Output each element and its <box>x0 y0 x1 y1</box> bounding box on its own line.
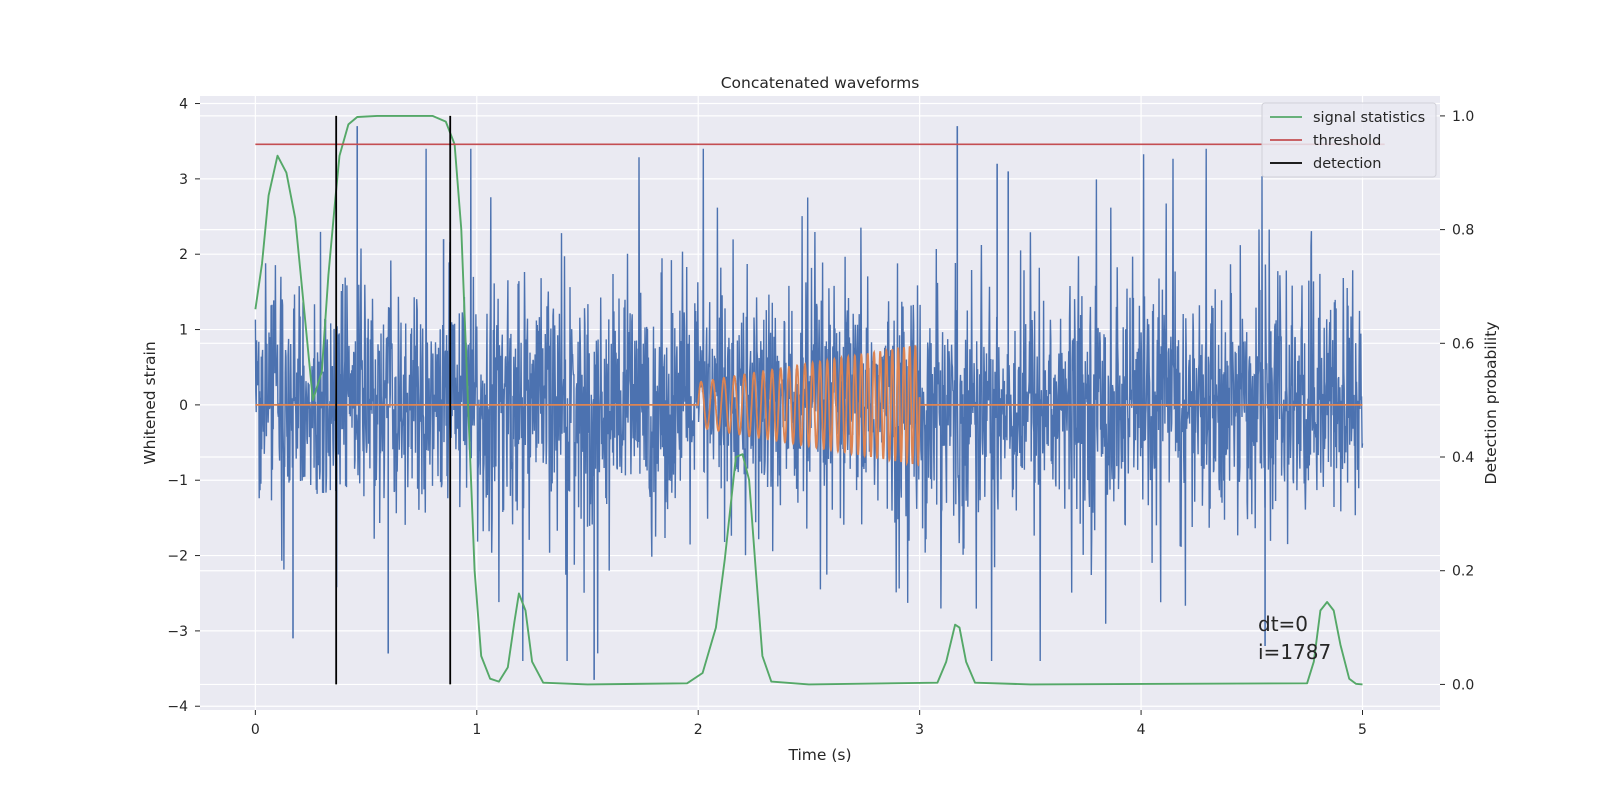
y2-tick-label: 0.6 <box>1452 336 1474 352</box>
y-tick-label: 1 <box>179 323 188 339</box>
y2-tick-label: 0.4 <box>1452 450 1474 466</box>
x-tick-label: 4 <box>1137 722 1146 738</box>
data-layer <box>254 114 1385 686</box>
legend: signal statistics threshold detection <box>1261 102 1437 178</box>
y-axis-label: Whitened strain <box>141 341 159 464</box>
annotation-index: i=1787 <box>1258 640 1331 664</box>
injection-series-line <box>255 345 1363 467</box>
x-tick-label: 2 <box>694 722 703 738</box>
axes: 0 1 2 3 4 5 −4 −3 −2 −1 0 1 2 3 4 0.0 0.2 0.4 0.6 0.8 1.0 <box>167 97 1474 738</box>
y2-axis-label: Detection probability <box>1482 322 1500 485</box>
x-tick-label: 0 <box>251 722 260 738</box>
legend-label-threshold: threshold <box>1313 133 1381 149</box>
legend-label-signal-statistics: signal statistics <box>1313 110 1425 126</box>
x-tick-label: 5 <box>1358 722 1367 738</box>
x-tick-label: 3 <box>915 722 924 738</box>
y-tick-label: −4 <box>167 699 188 715</box>
x-tick-label: 1 <box>472 722 481 738</box>
legend-box <box>1261 102 1437 178</box>
y2-tick-label: 1.0 <box>1452 109 1474 125</box>
noise-series-line <box>254 148 1364 662</box>
y2-tick-label: 0.0 <box>1452 677 1474 693</box>
y2-tick-label: 0.2 <box>1452 564 1474 580</box>
legend-label-detection: detection <box>1313 156 1381 172</box>
chart-title: Concatenated waveforms <box>721 74 920 92</box>
y-tick-label: 2 <box>179 247 188 263</box>
y2-tick-label: 0.8 <box>1452 223 1474 239</box>
y-tick-label: 0 <box>179 398 188 414</box>
y-tick-label: −3 <box>167 624 188 640</box>
y-tick-label: 3 <box>179 172 188 188</box>
x-axis-label: Time (s) <box>787 746 851 764</box>
signal-statistics-line <box>254 114 1363 686</box>
y-tick-label: −1 <box>167 473 188 489</box>
annotation-dt: dt=0 <box>1258 612 1308 636</box>
y-tick-label: 4 <box>179 97 188 113</box>
y-tick-label: −2 <box>167 549 188 565</box>
